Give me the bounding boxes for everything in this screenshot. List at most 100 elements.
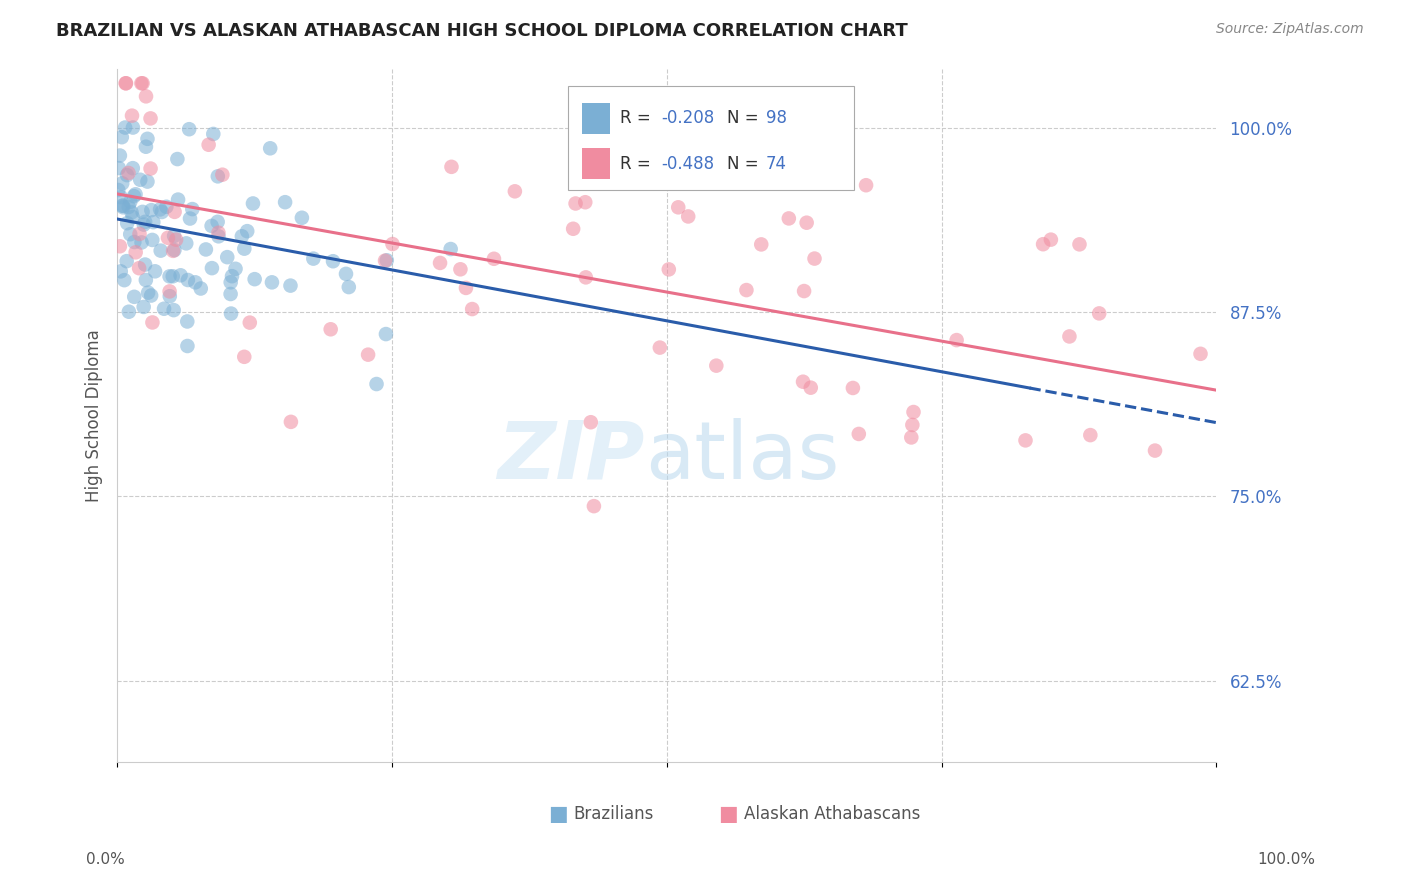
Point — [136, 285, 159, 300]
Text: ■: ■ — [718, 804, 738, 824]
Point — [131, 76, 153, 90]
Point — [114, 120, 136, 135]
Point — [118, 200, 141, 214]
Point — [135, 89, 157, 103]
Point — [121, 205, 143, 219]
Point — [221, 269, 243, 284]
Point — [115, 216, 138, 230]
Point — [374, 253, 396, 268]
Point — [142, 215, 165, 229]
Text: ■: ■ — [548, 804, 568, 824]
Point — [319, 322, 342, 336]
Point — [219, 287, 242, 301]
Point — [181, 202, 204, 216]
Point — [108, 148, 131, 162]
Point — [796, 216, 818, 230]
Point — [242, 196, 264, 211]
Point — [903, 405, 925, 419]
Point — [115, 168, 138, 182]
Point — [132, 218, 155, 232]
Point — [792, 375, 814, 389]
Point — [207, 226, 229, 240]
Point — [122, 189, 145, 203]
Point — [579, 415, 602, 429]
Point — [117, 166, 139, 180]
Point — [174, 236, 197, 251]
Point — [357, 348, 380, 362]
Point — [233, 350, 256, 364]
Point — [131, 205, 153, 219]
Point — [704, 359, 727, 373]
Point — [454, 281, 477, 295]
FancyBboxPatch shape — [568, 86, 853, 190]
Point — [163, 205, 186, 219]
Point — [131, 235, 153, 250]
Point — [202, 127, 225, 141]
Text: Alaskan Athabascans: Alaskan Athabascans — [744, 805, 920, 823]
Point — [155, 200, 177, 214]
Text: R =: R = — [620, 110, 655, 128]
Point — [132, 300, 155, 314]
Point — [274, 195, 297, 210]
Point — [842, 381, 865, 395]
Point — [149, 202, 172, 217]
Point — [167, 193, 190, 207]
Point — [800, 381, 823, 395]
Point — [141, 233, 163, 247]
Point — [141, 203, 163, 218]
Bar — [582, 148, 610, 179]
Point — [201, 261, 224, 276]
Text: 74: 74 — [766, 154, 787, 172]
Point — [855, 178, 877, 193]
Point — [260, 276, 283, 290]
Point — [381, 237, 404, 252]
Point — [562, 221, 585, 235]
Point — [163, 229, 186, 244]
Point — [231, 229, 253, 244]
Point — [159, 289, 181, 303]
Point — [259, 141, 281, 155]
Point — [124, 235, 146, 249]
Point — [121, 210, 143, 224]
Point — [1143, 443, 1166, 458]
Point — [666, 200, 689, 214]
Point — [163, 303, 186, 318]
Point — [901, 417, 924, 432]
Point — [211, 168, 233, 182]
Point — [135, 139, 157, 153]
Point — [121, 161, 143, 176]
Point — [139, 112, 162, 126]
Text: 0.0%: 0.0% — [86, 852, 125, 867]
Point — [129, 173, 152, 187]
Point — [120, 194, 142, 209]
Point — [107, 183, 129, 197]
Point — [136, 175, 159, 189]
Point — [769, 163, 792, 178]
Point — [165, 233, 187, 247]
Point — [233, 242, 256, 256]
Point — [1014, 434, 1036, 448]
Point — [322, 254, 344, 268]
Point — [749, 237, 772, 252]
Point — [217, 250, 239, 264]
Point — [219, 275, 242, 289]
Point — [1069, 237, 1091, 252]
Point — [658, 262, 681, 277]
Point — [110, 190, 132, 204]
Point — [574, 195, 596, 210]
Point — [153, 301, 176, 316]
Point — [900, 430, 922, 444]
Point — [112, 200, 135, 214]
Point — [239, 316, 262, 330]
Point — [128, 261, 150, 276]
Point — [136, 132, 159, 146]
Point — [169, 268, 191, 283]
Point — [375, 253, 398, 268]
Point — [676, 210, 699, 224]
Point — [194, 243, 217, 257]
Point — [122, 120, 145, 135]
Point — [207, 169, 229, 184]
Point — [582, 499, 605, 513]
Point — [111, 130, 134, 145]
Point — [225, 261, 247, 276]
